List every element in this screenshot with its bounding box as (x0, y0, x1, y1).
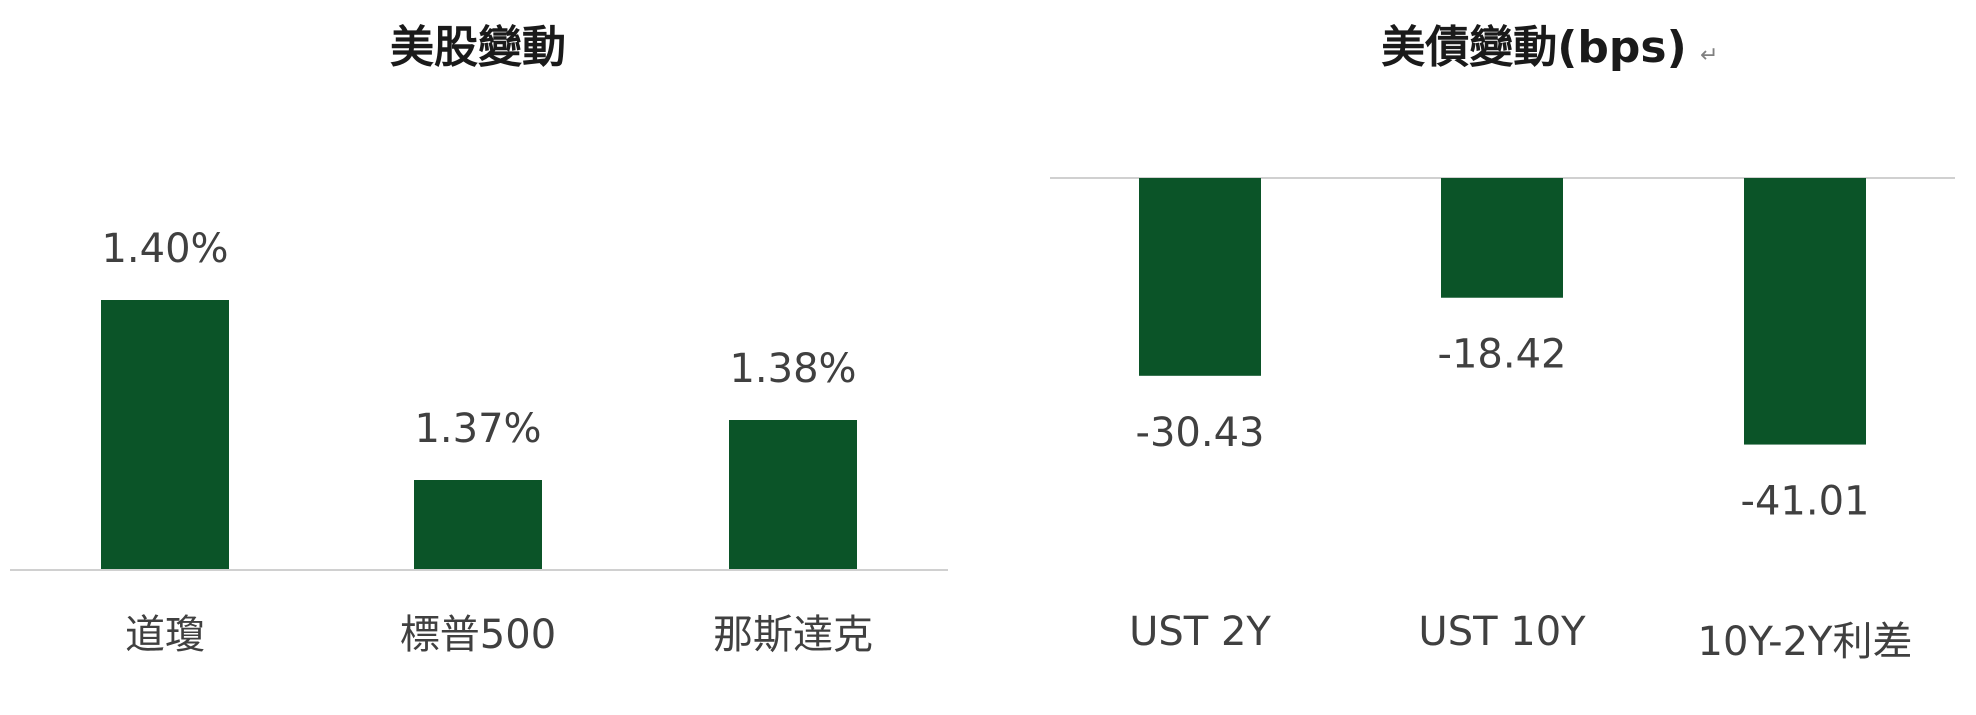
bond-chart-title: 美債變動(bps) (1381, 22, 1686, 73)
stock-category-label: 那斯達克 (713, 612, 873, 658)
stock-chart-title: 美股變動 (390, 22, 566, 73)
stock-bar-value-label: 1.37% (414, 406, 541, 452)
bond-category-label: UST 2Y (1129, 609, 1271, 655)
bond-bar-value-label: -18.42 (1438, 332, 1567, 378)
bond-bar-value-label: -41.01 (1741, 479, 1870, 525)
stock-bar-value-label: 1.38% (729, 346, 856, 392)
stock-bar (414, 480, 542, 570)
bond-bar (1139, 178, 1261, 376)
bond-bar-value-label: -30.43 (1136, 410, 1265, 456)
bond-category-label: 10Y-2Y利差 (1698, 619, 1913, 665)
bond-bar (1441, 178, 1563, 298)
bond-change-chart: 美債變動(bps) ↵ -30.43 -18.42 -41.01 UST 2Y UST… (1050, 22, 1955, 665)
bond-category-label: UST 10Y (1418, 609, 1586, 655)
paragraph-mark-icon: ↵ (1700, 43, 1718, 68)
stock-change-chart: 美股變動 1.40% 1.37% 1.38% 道瓊 標普500 那斯達克 (10, 22, 948, 658)
stock-bar (729, 420, 857, 570)
stock-category-label: 標普500 (400, 612, 556, 658)
stock-bar (101, 300, 229, 570)
stock-bar-value-label: 1.40% (101, 226, 228, 272)
stock-category-label: 道瓊 (125, 612, 205, 658)
bond-bar (1744, 178, 1866, 445)
